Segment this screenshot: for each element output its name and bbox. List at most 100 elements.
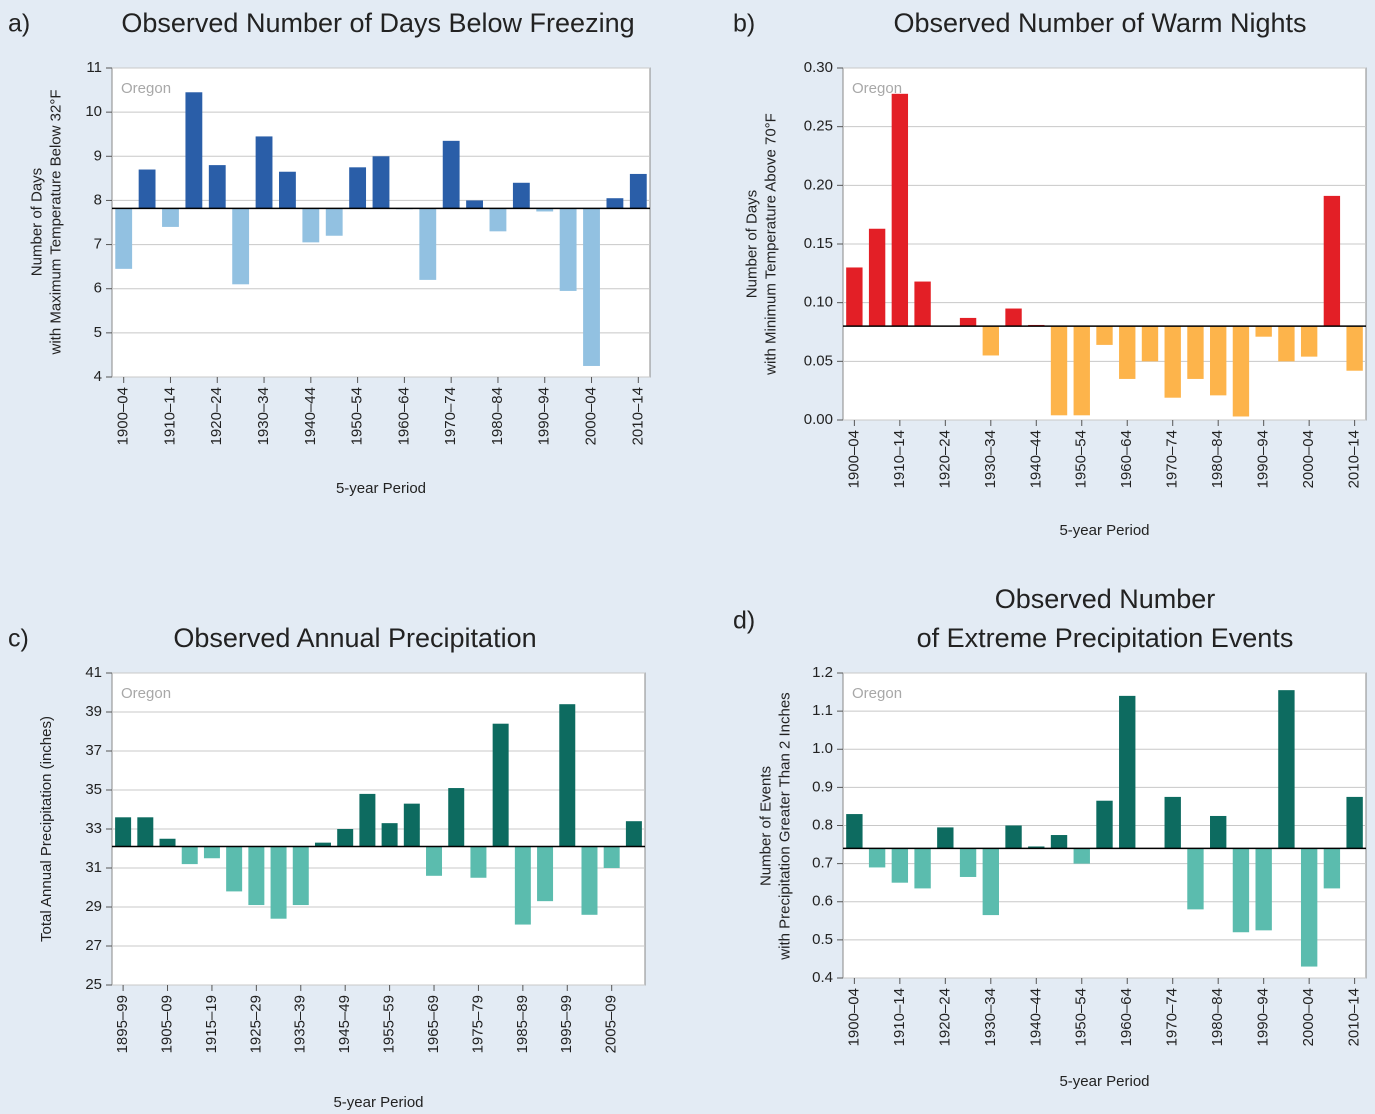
- annotation: Oregon: [121, 80, 171, 97]
- bar: [1141, 326, 1159, 362]
- x-tick-label: 1940–44: [1027, 430, 1044, 488]
- bar: [349, 167, 367, 209]
- chart-title: Observed Number of Warm Nights: [893, 8, 1306, 38]
- bar: [162, 208, 179, 227]
- bar: [625, 821, 642, 847]
- bar: [982, 326, 999, 356]
- chart-title: of Extreme Precipitation Events: [917, 623, 1294, 653]
- bar: [1005, 825, 1022, 849]
- bar: [1232, 848, 1250, 933]
- bar: [466, 200, 483, 209]
- x-tick-label: 2010–14: [1346, 988, 1363, 1046]
- bar: [629, 173, 647, 209]
- bar: [1346, 796, 1363, 849]
- y-tick-label: 35: [85, 781, 102, 798]
- x-tick-label: 1910–14: [161, 387, 178, 445]
- x-axis-label: 5-year Period: [333, 1094, 423, 1111]
- y-tick-label: 8: [94, 191, 102, 208]
- y-tick-label: 1.1: [812, 702, 833, 719]
- bar: [536, 208, 554, 212]
- x-tick-label: 1990–94: [536, 387, 553, 445]
- y-tick-label: 33: [85, 820, 102, 837]
- y-tick-label: 4: [94, 368, 102, 385]
- bar: [1050, 326, 1068, 416]
- annotation: Oregon: [852, 685, 902, 702]
- annotation: Oregon: [121, 685, 171, 702]
- bar: [1255, 326, 1272, 337]
- y-tick-label: 0.7: [812, 855, 833, 872]
- bar: [937, 827, 954, 849]
- bar: [226, 846, 243, 892]
- y-tick-label: 0.4: [812, 969, 833, 986]
- bar: [492, 723, 509, 847]
- bar: [372, 156, 390, 209]
- bar: [1210, 815, 1227, 849]
- y-tick-label: 0.25: [804, 118, 833, 135]
- panel-label: d): [733, 607, 755, 635]
- x-tick-label: 1965–69: [425, 995, 442, 1053]
- y-axis-label: Number of Days: [28, 168, 45, 276]
- bar: [1300, 848, 1318, 967]
- x-tick-label: 1920–24: [936, 988, 953, 1046]
- bar: [1187, 326, 1204, 379]
- bar: [279, 171, 296, 209]
- bar: [581, 846, 598, 915]
- bar: [1300, 326, 1318, 357]
- y-tick-label: 10: [85, 103, 102, 120]
- x-tick-label: 1960–64: [395, 387, 412, 445]
- bar: [470, 846, 487, 878]
- bar: [1278, 326, 1295, 362]
- x-tick-label: 1935–39: [292, 995, 309, 1053]
- y-tick-label: 39: [85, 703, 102, 720]
- x-axis-label: 5-year Period: [1059, 1073, 1149, 1090]
- x-tick-label: 1930–34: [982, 430, 999, 488]
- bar: [1096, 326, 1113, 345]
- y-tick-label: 31: [85, 859, 102, 876]
- y-tick-label: 37: [85, 742, 102, 759]
- bar: [846, 267, 863, 327]
- panel-label: a): [8, 10, 30, 38]
- x-tick-label: 1915–19: [203, 995, 220, 1053]
- y-tick-label: 1.0: [812, 740, 833, 757]
- y-tick-label: 0.8: [812, 816, 833, 833]
- panel-label: b): [733, 10, 755, 38]
- bar: [489, 208, 507, 232]
- bar: [606, 198, 624, 209]
- x-tick-label: 1955–59: [381, 995, 398, 1053]
- bar: [1073, 848, 1090, 864]
- x-tick-label: 1995–99: [558, 995, 575, 1053]
- y-axis-label: Number of Events: [757, 766, 774, 886]
- bar: [181, 846, 198, 865]
- x-tick-label: 1905–09: [158, 995, 175, 1053]
- y-tick-label: 0.15: [804, 235, 833, 252]
- bar: [1119, 326, 1136, 379]
- bar: [982, 848, 999, 916]
- x-tick-label: 1900–04: [115, 387, 132, 445]
- x-tick-label: 1945–49: [336, 995, 353, 1053]
- bar: [419, 208, 437, 280]
- y-tick-label: 27: [85, 937, 102, 954]
- bar: [270, 846, 287, 919]
- y-tick-label: 0.10: [804, 294, 833, 311]
- bar: [1164, 796, 1181, 849]
- y-tick-label: 9: [94, 147, 102, 164]
- bar: [426, 846, 443, 876]
- bar: [325, 208, 343, 236]
- x-tick-label: 1900–04: [845, 430, 862, 488]
- bar: [846, 814, 863, 849]
- bar: [232, 208, 250, 285]
- x-tick-label: 1920–24: [208, 387, 225, 445]
- bar: [1255, 848, 1272, 931]
- x-tick-label: 1930–34: [982, 988, 999, 1046]
- bar: [448, 788, 465, 847]
- x-tick-label: 1990–94: [1255, 988, 1272, 1046]
- chart-title: Observed Annual Precipitation: [173, 623, 536, 653]
- bar: [1232, 326, 1250, 417]
- bar: [891, 848, 909, 883]
- x-tick-label: 1940–44: [302, 387, 319, 445]
- bar: [512, 182, 530, 209]
- y-tick-label: 0.9: [812, 778, 833, 795]
- bar: [1050, 835, 1068, 849]
- x-tick-label: 2000–04: [1300, 430, 1317, 488]
